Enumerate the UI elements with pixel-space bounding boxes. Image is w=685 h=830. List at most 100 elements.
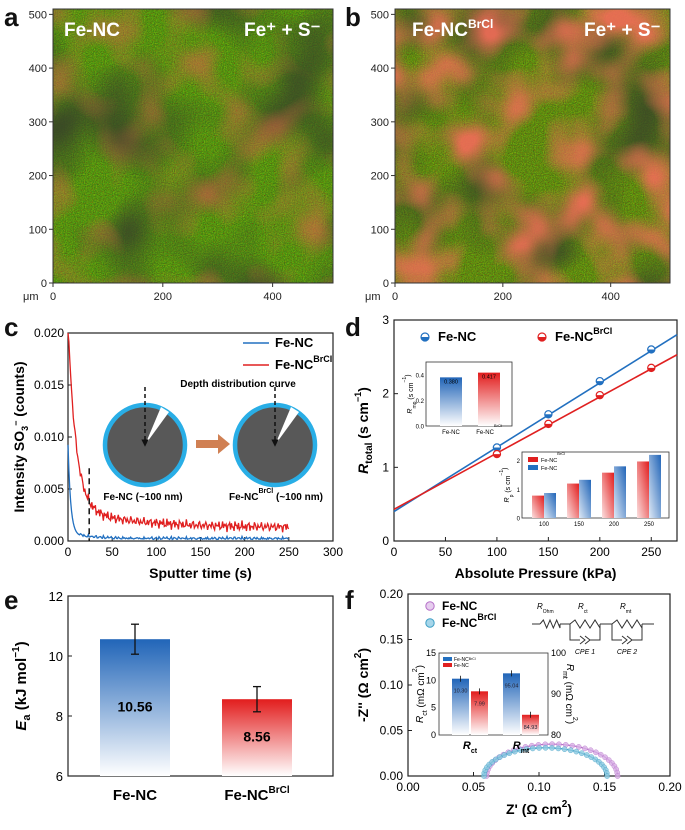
inset-rp-bar-fenc <box>544 493 556 518</box>
inset-rmp-cat: Fe-NC <box>442 430 460 436</box>
y-tick-label: 1 <box>382 460 389 474</box>
data-point <box>582 745 588 752</box>
x-axis-label: Absolute Pressure (kPa) <box>455 565 617 581</box>
inset-rp-cat: 200 <box>609 522 620 528</box>
inset-legend-label: Fe-NCBrCl <box>454 657 476 669</box>
circuit-label-ohm: ROhm <box>537 602 554 615</box>
panel-letter-e: e <box>4 585 19 615</box>
bar-value-label: 10.56 <box>117 699 152 715</box>
inset-legend-swatch <box>443 657 452 661</box>
data-point <box>614 773 621 779</box>
map-b-legend: Fe⁺ + S⁻ <box>584 20 661 41</box>
data-point-fill <box>596 381 604 385</box>
data-point-fill <box>596 395 604 399</box>
data-point-fill <box>647 367 655 372</box>
y-tick-label: 3 <box>382 313 389 327</box>
map-x-tick-label: 200 <box>494 291 512 303</box>
inset-rmp-bar <box>478 372 500 426</box>
circuit-resistor-ohm <box>539 618 561 630</box>
x-tick-label: 50 <box>439 545 453 559</box>
inset-rmp-cat: Fe-NCBrCl <box>476 423 502 436</box>
y-tick-label: 0.000 <box>34 534 64 548</box>
map-y-tick-label: 200 <box>371 171 389 183</box>
legend-marker-fill <box>421 337 429 341</box>
inset-rp-cat: 250 <box>644 522 655 528</box>
x-tick-label: 100 <box>487 545 507 559</box>
data-point-fill <box>544 423 552 428</box>
map-a-title: Fe-NC <box>64 20 120 41</box>
panel-letter-b: b <box>345 2 361 32</box>
data-point <box>575 744 582 750</box>
circuit-cpe1-symbol <box>579 635 591 645</box>
y-tick-label: 0.010 <box>34 430 64 444</box>
x-tick-label: 150 <box>190 545 210 559</box>
map-y-tick-label: 400 <box>371 63 389 75</box>
inset-bar <box>471 691 488 735</box>
y-tick-label: 0.15 <box>380 633 404 647</box>
x-tick-label: 0 <box>391 545 398 559</box>
map-y-tick-label: 300 <box>29 117 47 129</box>
plot-frame <box>393 319 678 542</box>
inset-rp-bar-fenc <box>614 466 626 518</box>
inset-left-tick-label: 0 <box>431 730 436 740</box>
bar-value-label: 8.56 <box>243 729 270 745</box>
y-tick-label: 2 <box>382 387 389 401</box>
x-tick-label: 0.05 <box>462 780 486 794</box>
schematic-left-wedge <box>145 407 169 445</box>
inset-y-tick-label: 2 <box>517 459 521 465</box>
inset-bar-value: 7.99 <box>474 701 485 707</box>
inset-bar <box>522 714 539 735</box>
circuit-cpe2-wire <box>611 624 643 641</box>
annotation-curve: Depth distribution curve <box>180 379 296 390</box>
inset-right-tick-label: 80 <box>551 730 561 740</box>
legend-label: Fe-NCBrCl <box>555 326 612 344</box>
inset-bar-value: 84.93 <box>524 725 538 731</box>
inset-bar <box>503 673 520 735</box>
data-point <box>583 752 590 758</box>
inset-legend-swatch <box>443 663 452 667</box>
inset-rmp-ylabel: Rmp (s cm−1) <box>402 374 418 413</box>
annotation-right: Fe-NCBrCl (~100 nm) <box>229 488 323 503</box>
y-tick-label: 0 <box>382 534 389 548</box>
fit-line-fe-nc <box>393 333 678 513</box>
y-tick-label: 6 <box>56 769 63 784</box>
bar <box>100 639 170 776</box>
legend-label: Fe-NC <box>438 329 477 344</box>
x-category-label: Fe-NC <box>113 787 157 804</box>
inset-rp-legend-swatch <box>528 465 538 470</box>
y-axis-label: -Z'' (Ω cm2) <box>353 648 371 722</box>
y-tick-label: 0.015 <box>34 378 64 392</box>
inset-rp-bar-brcl <box>532 495 544 518</box>
data-point <box>602 754 608 761</box>
y-axis-label: Rtotal (s cm−1) <box>353 387 375 474</box>
data-point-fill <box>647 349 655 354</box>
data-point <box>549 745 555 751</box>
circuit-label-cpe2: CPE 2 <box>617 649 637 656</box>
data-point-fill <box>544 414 552 418</box>
inset-rp-bar-brcl <box>567 483 579 518</box>
legend-label-fe-nc-brcl: Fe-NCBrCl <box>275 354 332 372</box>
circuit-label-ct: Rct <box>578 602 588 615</box>
x-tick-label: 0.20 <box>658 780 682 794</box>
y-tick-label: 10 <box>49 649 63 664</box>
y-tick-label: 0.020 <box>34 326 64 340</box>
inset-rp-ylabel: Rp (s cm−1) <box>499 468 515 503</box>
map-b <box>394 8 671 284</box>
inset-y-tick-label: 0.4 <box>416 373 425 379</box>
inset-rp-legend-swatch <box>528 457 538 462</box>
inset-rmp-value: 0.380 <box>444 379 458 385</box>
inset-rp-bar-brcl <box>602 472 614 518</box>
circuit-cpe1-wire <box>569 624 601 641</box>
map-y-tick-label: 500 <box>29 9 47 21</box>
data-point <box>567 747 574 754</box>
data-point <box>593 749 599 756</box>
data-point <box>529 745 536 752</box>
inset-bar-value: 95.04 <box>505 683 519 689</box>
plot-frame <box>67 595 334 777</box>
inset-legend-label: Fe-NC <box>454 657 469 663</box>
x-tick-label: 200 <box>590 545 610 559</box>
x-tick-label: 0.00 <box>396 780 420 794</box>
panel-letter-a: a <box>4 2 19 32</box>
inset-bar-value: 10.30 <box>454 689 468 695</box>
